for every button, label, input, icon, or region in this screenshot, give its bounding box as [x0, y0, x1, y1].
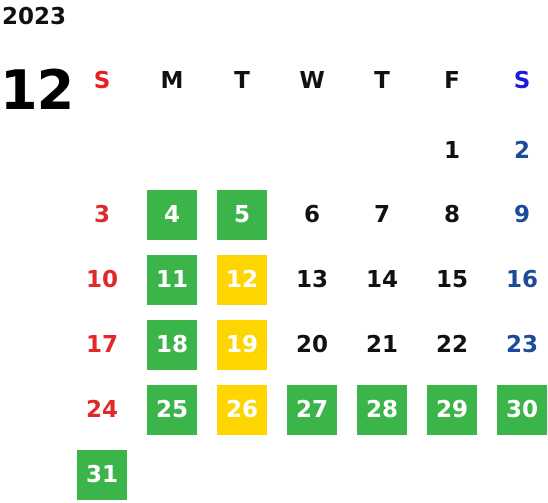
day-cell-29[interactable]: 29: [427, 385, 477, 435]
day-cell-23[interactable]: 23: [505, 332, 538, 358]
day-cell-25[interactable]: 25: [147, 385, 197, 435]
day-cell-16[interactable]: 16: [505, 267, 538, 293]
weekday-header-monday: M: [160, 68, 184, 94]
day-cell-12[interactable]: 12: [217, 255, 267, 305]
day-cell-17[interactable]: 17: [85, 332, 118, 358]
weekday-header-thursday: T: [374, 68, 390, 94]
day-cell-31[interactable]: 31: [77, 450, 127, 500]
day-cell-20[interactable]: 20: [295, 332, 328, 358]
day-cell-21[interactable]: 21: [365, 332, 398, 358]
day-cell-28[interactable]: 28: [357, 385, 407, 435]
day-cell-18[interactable]: 18: [147, 320, 197, 370]
day-cell-22[interactable]: 22: [435, 332, 468, 358]
day-cell-13[interactable]: 13: [295, 267, 328, 293]
day-cell-30[interactable]: 30: [497, 385, 547, 435]
day-cell-3[interactable]: 3: [93, 202, 110, 228]
day-cell-27[interactable]: 27: [287, 385, 337, 435]
day-cell-19[interactable]: 19: [217, 320, 267, 370]
day-cell-24[interactable]: 24: [85, 397, 118, 423]
day-cell-2[interactable]: 2: [513, 138, 530, 164]
day-cell-10[interactable]: 10: [85, 267, 118, 293]
weekday-header-sunday: S: [93, 68, 111, 94]
day-cell-7[interactable]: 7: [373, 202, 390, 228]
year-label: 2023: [2, 4, 67, 30]
day-cell-8[interactable]: 8: [443, 202, 460, 228]
day-cell-15[interactable]: 15: [435, 267, 468, 293]
day-cell-14[interactable]: 14: [365, 267, 398, 293]
day-cell-9[interactable]: 9: [513, 202, 530, 228]
day-cell-26[interactable]: 26: [217, 385, 267, 435]
weekday-header-saturday: S: [513, 68, 531, 94]
month-number: 12: [0, 59, 74, 122]
weekday-header-wednesday: W: [299, 68, 325, 94]
day-cell-11[interactable]: 11: [147, 255, 197, 305]
day-cell-4[interactable]: 4: [147, 190, 197, 240]
day-cell-1[interactable]: 1: [443, 138, 460, 164]
day-cell-5[interactable]: 5: [217, 190, 267, 240]
weekday-header-friday: F: [444, 68, 460, 94]
weekday-header-tuesday: T: [234, 68, 250, 94]
day-cell-6[interactable]: 6: [303, 202, 320, 228]
